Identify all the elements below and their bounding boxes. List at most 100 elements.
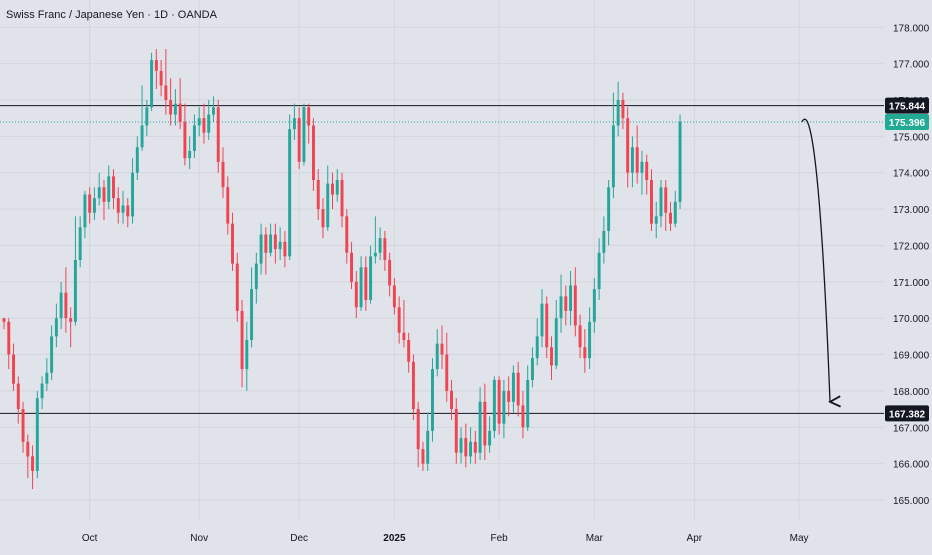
candle-body xyxy=(473,441,477,453)
candle-body xyxy=(483,401,487,446)
candle-body xyxy=(126,205,130,217)
candle-body xyxy=(654,216,658,224)
x-tick-label: 2025 xyxy=(383,533,406,544)
candle-body xyxy=(121,205,125,213)
candle-body xyxy=(402,332,406,340)
candle-body xyxy=(273,234,277,250)
x-tick-label: Oct xyxy=(82,533,98,544)
candle-body xyxy=(664,187,668,213)
candle-body xyxy=(554,318,558,366)
candle-body xyxy=(611,125,615,188)
candle-body xyxy=(226,187,230,224)
candle-body xyxy=(64,292,68,319)
candle-body xyxy=(640,161,644,173)
candle-body xyxy=(569,285,573,311)
y-tick-label: 172.000 xyxy=(893,241,930,252)
candle-body xyxy=(302,107,306,162)
candle-body xyxy=(526,380,530,428)
candle-body xyxy=(140,125,144,148)
current-price-badge xyxy=(885,113,929,130)
projection-path xyxy=(801,118,830,402)
y-tick-label: 167.000 xyxy=(893,423,930,434)
y-tick-label: 166.000 xyxy=(893,460,930,471)
candle-body xyxy=(621,100,625,119)
candle-body xyxy=(50,336,54,373)
candle-body xyxy=(283,241,287,257)
candle-body xyxy=(350,252,354,282)
candle-body xyxy=(454,409,458,453)
x-tick-label: Apr xyxy=(687,533,703,544)
candle-body xyxy=(35,398,39,471)
time-axis: Oct Nov Dec 2025 Feb Mar Apr May xyxy=(82,533,809,544)
candle-body xyxy=(635,147,639,173)
candle-body xyxy=(673,201,677,224)
candle-body xyxy=(116,198,120,213)
x-tick-label: Dec xyxy=(290,533,308,544)
candle-body xyxy=(516,372,520,406)
candle-body xyxy=(307,107,311,126)
candle-body xyxy=(502,390,506,424)
candle-body xyxy=(630,147,634,173)
candle-body xyxy=(364,267,368,300)
candle-body xyxy=(345,216,349,253)
candle-body xyxy=(469,441,473,457)
candle-body xyxy=(335,180,339,195)
candle-body xyxy=(83,194,87,228)
candle-body xyxy=(573,285,577,326)
candle-body xyxy=(88,194,92,213)
y-tick-label: 170.000 xyxy=(893,314,930,325)
candle-body xyxy=(431,369,434,431)
candle-body xyxy=(488,430,492,446)
candle-body xyxy=(221,161,225,188)
candle-body xyxy=(288,129,292,257)
y-tick-label: 173.000 xyxy=(893,205,930,216)
candle-body xyxy=(445,354,449,391)
candle-body xyxy=(578,325,582,348)
candle-body xyxy=(197,118,201,126)
candle-body xyxy=(435,343,439,370)
candle-body xyxy=(545,303,549,348)
candle-body xyxy=(645,161,649,180)
candle-body xyxy=(316,180,320,210)
candle-body xyxy=(616,100,620,126)
candle-body xyxy=(511,372,515,402)
candle-body xyxy=(602,230,606,253)
level-badge xyxy=(885,405,929,422)
candle-body xyxy=(7,321,11,355)
candle-body xyxy=(383,238,387,260)
candle-body xyxy=(311,125,315,180)
candle-body xyxy=(650,180,653,224)
x-tick-label: Nov xyxy=(190,533,208,544)
candle-body xyxy=(326,183,330,228)
candle-body xyxy=(269,234,273,253)
candle-body xyxy=(69,318,73,322)
chart-title: Swiss Franc / Japanese Yen · 1D · OANDA xyxy=(6,9,217,21)
candle-body xyxy=(159,70,163,86)
candle-body xyxy=(92,198,96,213)
y-tick-label: 169.000 xyxy=(893,351,930,362)
candle-body xyxy=(411,361,415,410)
candle-body xyxy=(421,449,425,464)
candle-body xyxy=(154,60,158,71)
candle-body xyxy=(240,310,244,370)
candle-body xyxy=(178,103,182,122)
candle-body xyxy=(292,118,296,130)
candle-body xyxy=(173,103,177,115)
candle-body xyxy=(250,289,254,340)
candle-body xyxy=(397,307,401,333)
projection-arrow xyxy=(801,118,830,402)
y-tick-label: 165.000 xyxy=(893,496,930,507)
candle-body xyxy=(12,354,15,384)
candle-body xyxy=(26,441,30,457)
candle-body xyxy=(297,118,301,162)
candle-body xyxy=(169,100,173,115)
candle-body xyxy=(21,409,25,442)
candle-body xyxy=(416,409,420,450)
candle-body xyxy=(231,223,234,264)
candle-body xyxy=(235,263,239,311)
candle-body xyxy=(107,176,111,202)
candle-body xyxy=(16,383,20,410)
candle-body xyxy=(392,285,396,308)
candle-body xyxy=(254,263,258,290)
candle-body xyxy=(497,380,501,424)
